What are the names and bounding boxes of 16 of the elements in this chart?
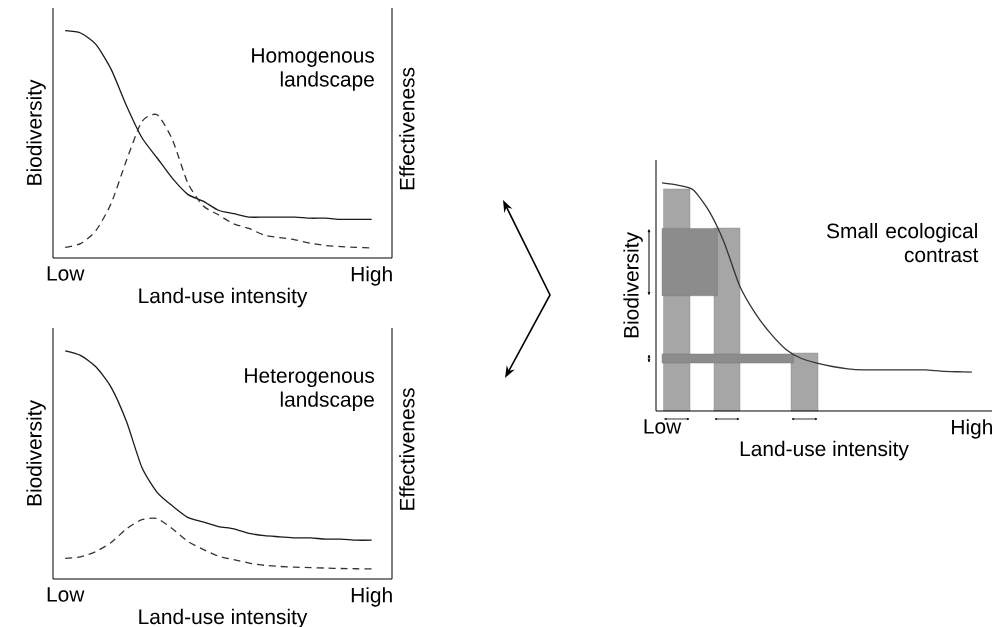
y-axis-title: Biodiversity [26, 400, 46, 506]
x-tick-label: Low [47, 266, 85, 281]
annotation: Heterogenous landscape [245, 368, 375, 411]
y2-axis-title: Effectiveness [399, 388, 415, 510]
x-tick-label: Low [644, 419, 682, 434]
annotation: Homogenous landscape [252, 48, 375, 91]
x-axis-title: Land-use intensity [139, 287, 308, 308]
x-tick-label: Low [47, 587, 85, 602]
x-tick-label: High [952, 419, 992, 439]
x-axis-title: Land-use intensity [740, 440, 909, 461]
y-axis-title: Biodiversity [623, 232, 643, 338]
y-axis-title: Biodiversity [26, 79, 46, 185]
x-tick-label: High [351, 266, 392, 286]
x-tick-label: High [351, 587, 392, 607]
y2-axis-title: Effectiveness [399, 67, 415, 190]
annotation: Small ecological contrast [826, 222, 979, 263]
